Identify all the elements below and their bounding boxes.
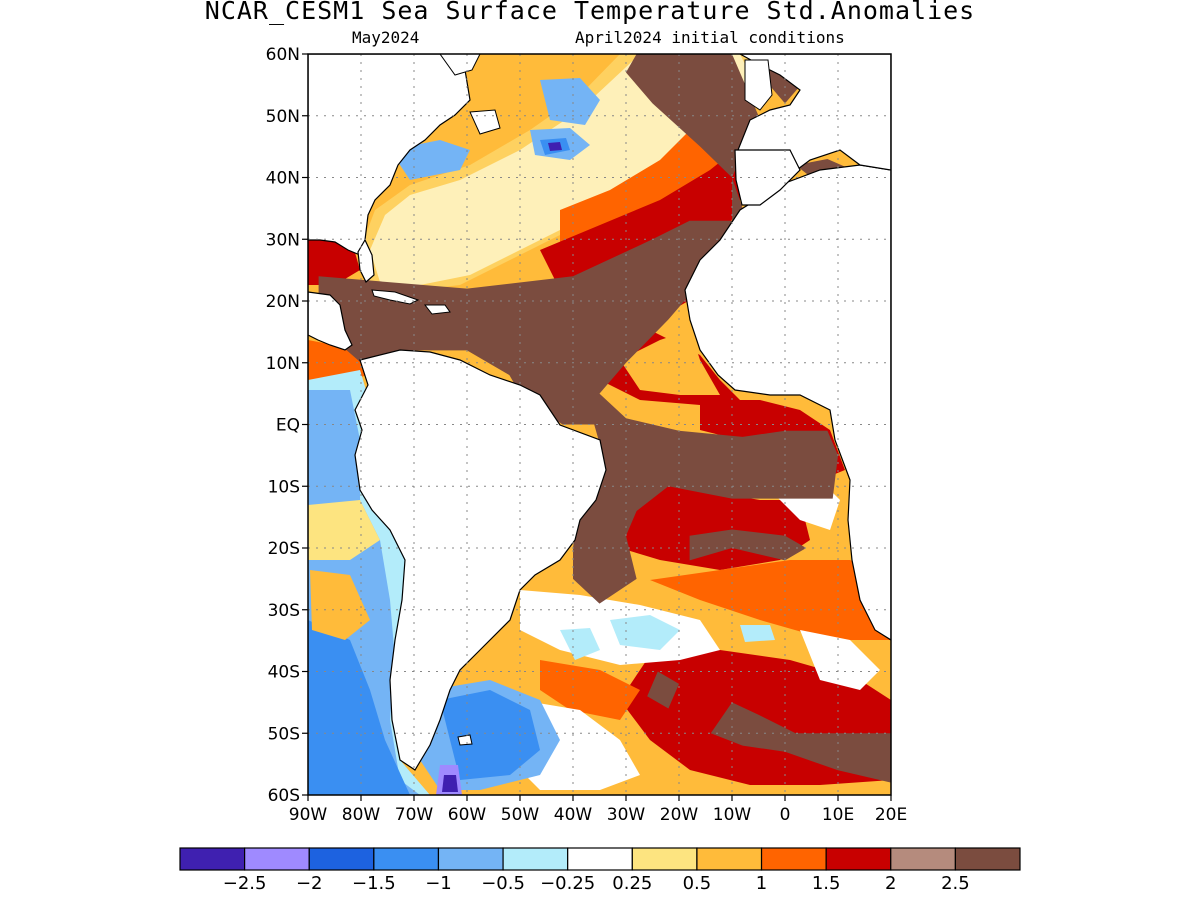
colorbar-label: 1.5 (812, 873, 841, 894)
land-falklands (457, 734, 473, 746)
lon-tick-label: 10W (713, 805, 752, 825)
lon-tick-label: 20W (660, 805, 699, 825)
anomaly-fill-cool (308, 620, 410, 795)
colorbar-swatch (502, 847, 569, 871)
lon-tick-label: 70W (395, 805, 434, 825)
land-iberia (734, 149, 801, 206)
initial-conditions-label: April2024 initial conditions (575, 28, 845, 47)
lon-tick-label: 90W (289, 805, 328, 825)
lat-tick-label: 10S (268, 477, 300, 497)
colorbar-swatch (244, 847, 310, 871)
lat-tick-label: 20S (268, 539, 300, 559)
colorbar-swatch (954, 847, 1021, 871)
anomaly-fill-cool (308, 500, 380, 560)
lon-tick-label: 30W (607, 805, 646, 825)
lon-tick-label: 50W (501, 805, 540, 825)
lon-tick-label: 10E (822, 805, 854, 825)
anomaly-region (647, 671, 679, 709)
anomaly-fill-cool (440, 690, 540, 780)
forecast-month-label: May2024 (352, 28, 420, 47)
land-cuba (371, 289, 420, 305)
colorbar-swatch (308, 847, 375, 871)
colorbar-swatch (567, 847, 633, 871)
lat-tick-label: 60N (266, 45, 300, 65)
colorbar-label: −0.5 (481, 873, 525, 894)
anomaly-fill-cool (548, 142, 562, 151)
colorbar-swatch (760, 847, 827, 871)
colorbar-swatch (179, 847, 246, 871)
anomaly-region (710, 702, 891, 783)
anomaly-fill-cool (310, 570, 370, 640)
colorbar-label: 0.5 (683, 873, 712, 894)
anomaly-region (318, 54, 839, 604)
anomaly-region (689, 529, 807, 561)
colorbar-swatch (696, 847, 763, 871)
lat-tick-label: 40S (268, 663, 300, 683)
lon-tick-label: 40W (554, 805, 593, 825)
colorbar-label: −2.5 (223, 873, 267, 894)
anomaly-fill-cool (540, 78, 600, 125)
lon-tick-label: 60W (448, 805, 487, 825)
colorbar-label: 2 (885, 873, 896, 894)
colorbar-label: −0.25 (540, 873, 595, 894)
map-title: NCAR_CESM1 Sea Surface Temperature Std.A… (204, 0, 976, 25)
colorbar-legend: −2.5 −2 −1.5 −1 −0.5 −0.25 0.25 0.5 1 1.5 2 2.5 (179, 847, 1021, 894)
colorbar-label: 0.25 (612, 873, 652, 894)
lon-tick-label: 80W (342, 805, 381, 825)
colorbar-label: −1.5 (352, 873, 396, 894)
land-greenland-tip (439, 54, 481, 76)
colorbar-swatch (373, 847, 440, 871)
land-uk (744, 59, 773, 111)
colorbar-swatch (631, 847, 698, 871)
lat-tick-label: 40N (266, 169, 300, 189)
land-south-america (354, 349, 607, 771)
lat-tick-label: 60S (268, 786, 300, 806)
colorbar-label: −1 (425, 873, 452, 894)
lon-tick-label: 0 (780, 805, 791, 825)
anomaly-fill-cool (740, 625, 775, 642)
lat-tick-label: 50N (266, 107, 300, 127)
anomaly-fill-warm (650, 560, 891, 640)
lon-tick-label: 20E (875, 805, 907, 825)
colorbar-label: 1 (756, 873, 767, 894)
land-central-america (308, 291, 353, 351)
anomaly-fill-cool (560, 628, 600, 660)
colorbar-swatch (437, 847, 504, 871)
lat-tick-label: EQ (276, 416, 300, 436)
anomaly-fill-warm (540, 660, 640, 720)
colorbar-swatch (825, 847, 892, 871)
land-hispaniola (423, 304, 451, 315)
lat-tick-label: 50S (268, 724, 300, 744)
land-north-america (308, 54, 481, 256)
lat-tick-label: 20N (266, 292, 300, 312)
lat-tick-label: 30N (266, 230, 300, 250)
anomaly-fill-cool (442, 775, 458, 792)
lat-tick-label: 30S (268, 601, 300, 621)
colorbar-label: −2 (296, 873, 323, 894)
colorbar-swatch (890, 847, 956, 871)
land-florida (357, 238, 375, 283)
lat-tick-label: 10N (266, 354, 300, 374)
anomaly-fill-neutral (800, 630, 880, 690)
anomaly-fill-cool (610, 615, 680, 650)
colorbar-label: 2.5 (941, 873, 970, 894)
